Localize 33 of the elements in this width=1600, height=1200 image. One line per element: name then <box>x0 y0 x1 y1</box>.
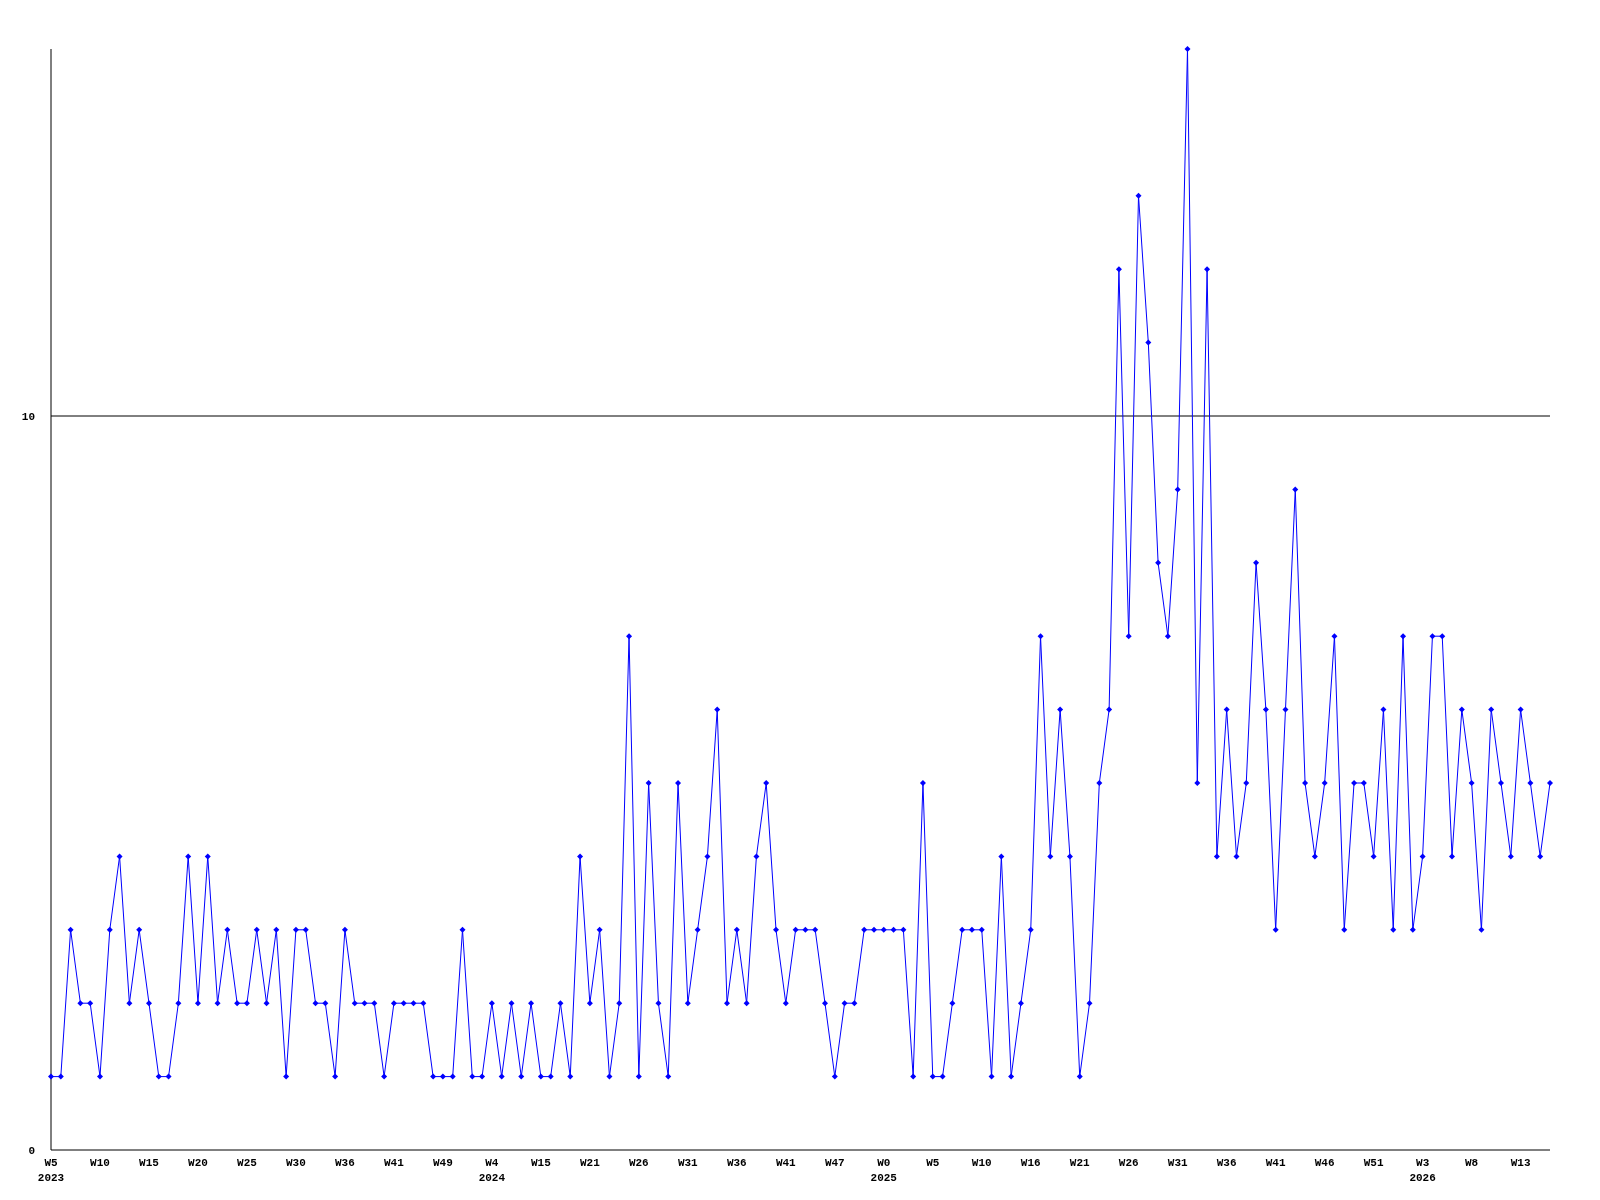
x-tick-label: W26 <box>628 1157 649 1169</box>
x-tick-label: W15 <box>139 1157 160 1169</box>
x-tick-label: W16 <box>1020 1157 1041 1169</box>
x-tick-label: W3 2026 <box>1409 1157 1436 1184</box>
x-tick-label: W10 <box>90 1157 110 1169</box>
x-tick-label: W47 <box>824 1157 845 1169</box>
x-tick-label: W13 <box>1510 1157 1531 1169</box>
x-tick-label: W4 2024 <box>478 1157 506 1184</box>
x-tick-label: W25 <box>237 1157 258 1169</box>
x-tick-label: W36 <box>335 1157 355 1169</box>
x-tick-label: W41 <box>775 1157 797 1169</box>
x-tick-label: W5 <box>926 1157 940 1169</box>
x-tick-label: W51 <box>1363 1157 1384 1169</box>
x-tick-label: W26 <box>1118 1157 1139 1169</box>
x-tick-label: W31 <box>677 1157 699 1169</box>
x-tick-label: W15 <box>530 1157 552 1169</box>
x-tick-label: W36 <box>1216 1157 1237 1169</box>
x-tick-label: W41 <box>384 1157 405 1169</box>
x-tick-label: W10 <box>971 1157 992 1169</box>
x-tick-label: W21 <box>1069 1157 1091 1169</box>
x-tick-label: W8 <box>1465 1157 1479 1169</box>
x-tick-label: W31 <box>1167 1157 1188 1169</box>
x-tick-label: W46 <box>1314 1157 1335 1169</box>
y-tick-label: 0 <box>28 1144 35 1157</box>
x-tick-label: W0 2025 <box>870 1157 898 1184</box>
x-tick-label: W21 <box>579 1157 601 1169</box>
x-tick-label: W41 <box>1265 1157 1286 1169</box>
x-tick-label: W5 2023 <box>37 1157 65 1184</box>
x-tick-label: W30 <box>286 1157 306 1169</box>
x-tick-label: W49 <box>432 1157 453 1169</box>
x-tick-label: W20 <box>188 1157 208 1169</box>
x-tick-label: W36 <box>726 1157 747 1169</box>
y-tick-label: 10 <box>21 410 35 423</box>
